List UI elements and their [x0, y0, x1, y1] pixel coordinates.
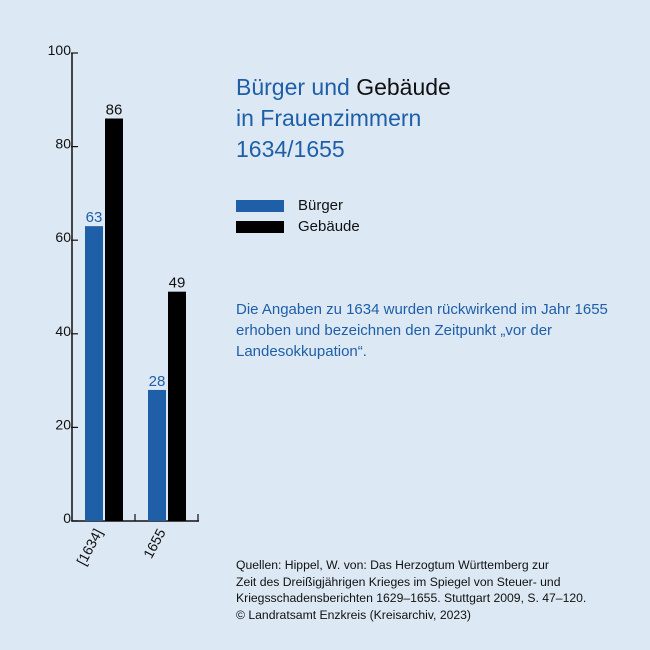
title-line-2: in Frauenzimmern: [236, 105, 422, 131]
sources: Quellen: Hippel, W. von: Das Herzogtum W…: [236, 557, 636, 623]
legend-swatch-buerger: [236, 199, 284, 212]
title-line-3: 1634/1655: [236, 136, 345, 162]
legend-item-buerger: Bürger: [236, 195, 360, 216]
title-gebaeude: Gebäude: [356, 74, 451, 100]
data-label: 63: [86, 209, 103, 226]
y-tick-label: 0: [63, 510, 71, 526]
chart-title: Bürger und Gebäude in Frauenzimmern 1634…: [236, 72, 451, 165]
chart-note: Die Angaben zu 1634 wurden rückwirkend i…: [236, 301, 608, 360]
sources-line: Kriegsschadensberichten 1629–1655. Stutt…: [236, 591, 587, 605]
copyright-line: © Landratsamt Enzkreis (Kreisarchiv, 202…: [236, 607, 471, 622]
bar-gebaeude: [105, 118, 123, 522]
legend-label-gebaeude: Gebäude: [298, 218, 360, 235]
x-category-label: 1655: [140, 526, 169, 561]
data-label: 28: [149, 373, 166, 390]
legend-swatch-gebaeude: [236, 220, 284, 233]
y-tick-label: 100: [48, 42, 72, 58]
legend-label-buerger: Bürger: [298, 197, 344, 214]
bar-gebaeude: [168, 291, 186, 521]
y-tick-label: 20: [55, 416, 71, 432]
legend-item-gebaeude: Gebäude: [236, 216, 360, 237]
data-label: 86: [106, 102, 123, 119]
legend: Bürger Gebäude: [236, 195, 360, 237]
bar-buerger: [85, 226, 103, 521]
y-tick-label: 40: [55, 323, 71, 339]
bar-buerger: [148, 389, 166, 521]
title-buerger: Bürger und: [236, 74, 350, 100]
title-line-1: Bürger und Gebäude: [236, 72, 451, 103]
y-tick-label: 80: [55, 136, 71, 152]
sources-line: Zeit des Dreißigjährigen Krieges im Spie…: [236, 574, 561, 589]
sources-line: Quellen: Hippel, W. von: Das Herzogtum W…: [236, 558, 549, 572]
x-category-label: [1634]: [73, 526, 105, 568]
y-tick-label: 60: [55, 229, 71, 245]
data-label: 49: [169, 275, 186, 292]
